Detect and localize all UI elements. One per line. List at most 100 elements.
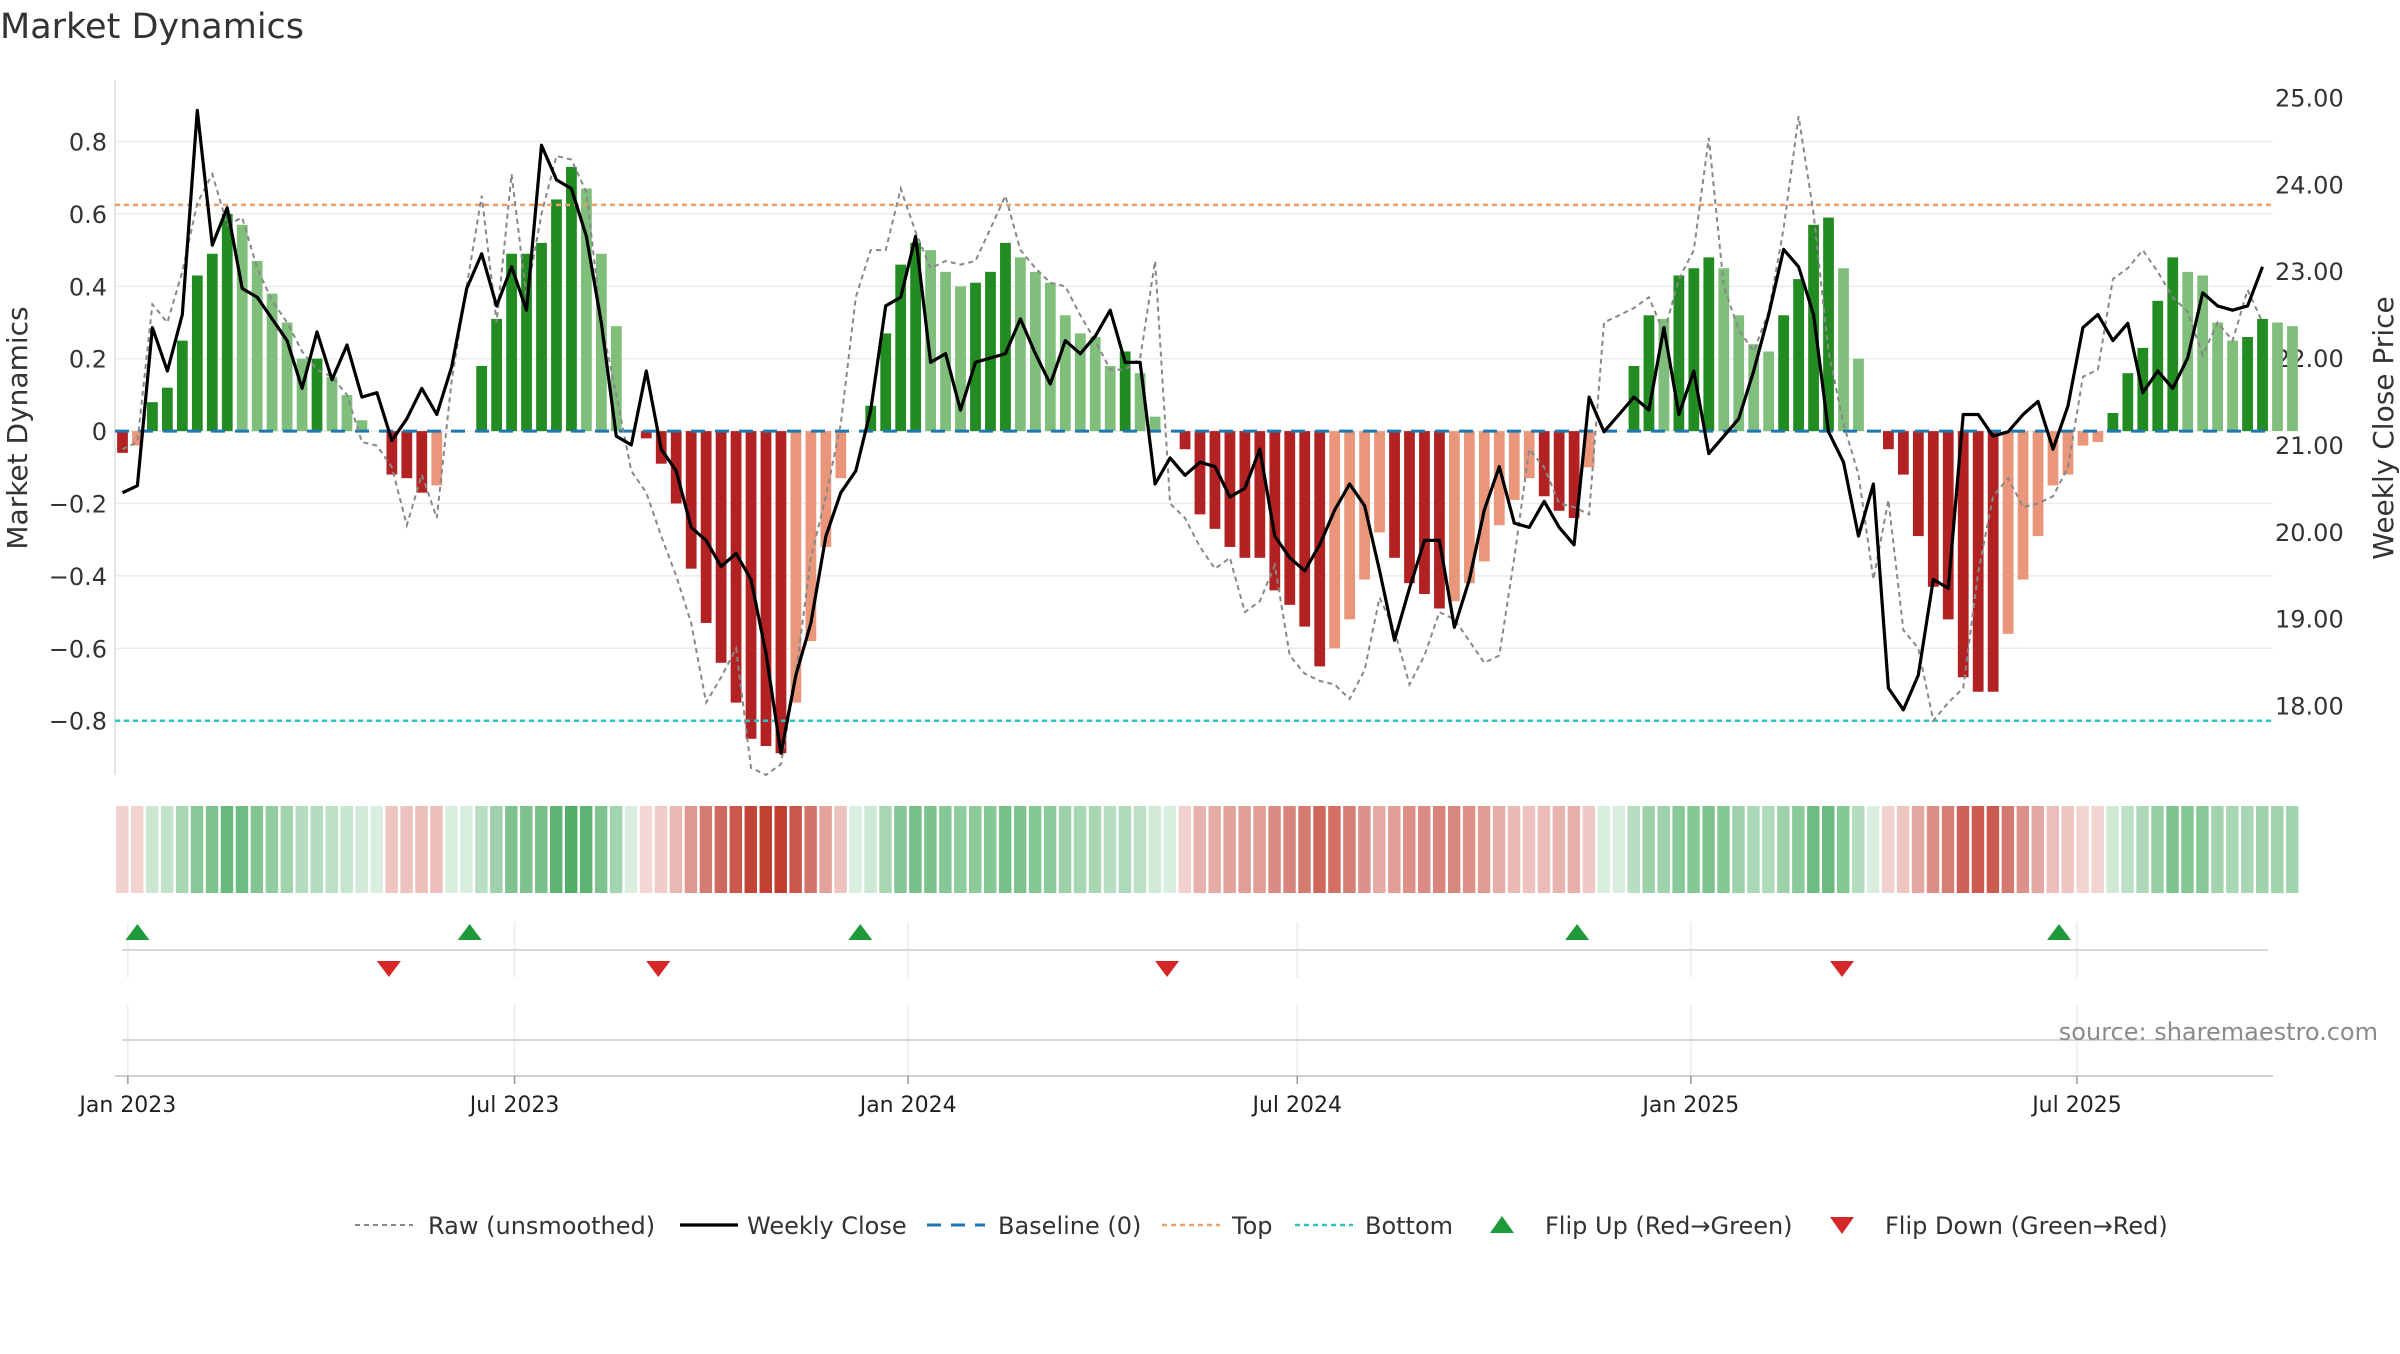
heat-cell xyxy=(1118,806,1132,893)
dynamics-bar xyxy=(865,405,877,432)
heat-cell xyxy=(1552,806,1566,893)
dynamics-bar xyxy=(1104,365,1116,432)
left-tick-label: 0.4 xyxy=(69,273,107,301)
heat-cell xyxy=(1597,806,1611,893)
heat-cell xyxy=(2285,806,2299,893)
heat-cell xyxy=(1328,806,1341,893)
heat-cell xyxy=(939,806,952,893)
heat-cell xyxy=(250,806,264,893)
heat-cell xyxy=(909,806,922,893)
dynamics-bar xyxy=(2227,340,2238,432)
heat-cell xyxy=(1343,806,1356,893)
heat-cell xyxy=(1866,806,1880,893)
dynamics-bar xyxy=(1823,217,1834,432)
left-tick-label: 0 xyxy=(92,418,107,446)
heat-cell xyxy=(1956,806,1970,893)
x-tick-label: Jan 2025 xyxy=(1640,1093,1739,1118)
dynamics-bar xyxy=(970,282,981,432)
heat-cell xyxy=(1238,806,1251,893)
dynamics-bar xyxy=(1957,431,1969,678)
heat-cell xyxy=(535,806,548,893)
heat-cell xyxy=(205,806,219,893)
heat-cell xyxy=(684,806,698,893)
heat-cell xyxy=(430,806,443,893)
dynamics-bar xyxy=(1389,431,1400,558)
heat-cell xyxy=(998,806,1012,893)
heat-cell xyxy=(1687,806,1700,893)
heat-cell xyxy=(954,806,967,893)
heat-cell xyxy=(669,806,683,893)
dynamics-bar xyxy=(925,250,936,432)
dynamics-bar xyxy=(1269,431,1281,591)
dynamics-bar xyxy=(1449,431,1460,602)
dynamics-bar xyxy=(1000,242,1011,432)
dynamics-bar xyxy=(1568,431,1580,518)
legend-swatch-flipup xyxy=(1490,1216,1514,1233)
dynamics-bar xyxy=(2092,431,2104,442)
heat-cell xyxy=(1358,806,1371,893)
heat-cell xyxy=(2271,806,2284,893)
heat-cell xyxy=(549,806,563,893)
x-tick-label: Jul 2024 xyxy=(1250,1093,1342,1118)
heat-cell xyxy=(520,806,533,893)
heat-cell xyxy=(894,806,907,893)
heat-cell xyxy=(1792,806,1805,893)
x-tick-label: Jul 2025 xyxy=(2030,1093,2122,1118)
regime-heat-strip xyxy=(116,806,2299,893)
heat-cell xyxy=(924,806,937,893)
dynamics-bar xyxy=(775,431,787,754)
heat-cell xyxy=(1881,806,1895,893)
dynamics-bar xyxy=(536,242,547,432)
dynamics-bar xyxy=(206,253,218,432)
flip-up-marker xyxy=(457,924,482,940)
heat-cell xyxy=(2256,806,2269,893)
heat-cell xyxy=(1567,806,1581,893)
dynamics-bar xyxy=(491,318,503,432)
dynamics-bar xyxy=(1808,224,1819,432)
heat-cell xyxy=(1807,806,1820,893)
dynamics-bar xyxy=(1763,351,1775,432)
flip-down-marker xyxy=(376,961,401,977)
left-axis-label: Market Dynamics xyxy=(1,306,34,549)
heat-cell xyxy=(2226,806,2239,893)
heat-cell xyxy=(654,806,668,893)
heat-cell xyxy=(609,806,623,893)
dynamics-bar xyxy=(2272,322,2283,432)
heat-cell xyxy=(1477,806,1491,893)
x-tick-label: Jan 2023 xyxy=(77,1093,176,1118)
heat-cell xyxy=(1672,806,1685,893)
dynamics-bar xyxy=(236,224,248,432)
dynamics-bar xyxy=(1434,431,1445,609)
heat-cell xyxy=(460,806,473,893)
heat-cell xyxy=(2151,806,2164,893)
heat-cell xyxy=(864,806,877,893)
flip-down-marker xyxy=(1155,961,1180,977)
heat-cell xyxy=(1522,806,1536,893)
heat-cell xyxy=(1627,806,1640,893)
heat-cell xyxy=(879,806,892,893)
dynamics-bar xyxy=(2017,431,2029,580)
legend: Raw (unsmoothed) Weekly Close Baseline (0)… xyxy=(355,1212,2168,1240)
heat-cell xyxy=(1178,806,1192,893)
dynamics-bar xyxy=(2152,300,2164,432)
heat-cell xyxy=(415,806,428,893)
heat-cell xyxy=(1088,806,1102,893)
dynamics-bar xyxy=(685,431,697,569)
dynamics-bar xyxy=(1853,358,1864,432)
heat-cell xyxy=(1702,806,1715,893)
dynamics-bar xyxy=(1553,431,1565,511)
dynamics-bar xyxy=(895,264,907,432)
heat-cell xyxy=(1447,806,1461,893)
dynamics-bar xyxy=(595,253,607,432)
dynamics-bar xyxy=(1643,315,1655,432)
heat-cell xyxy=(1911,806,1925,893)
dynamics-bar xyxy=(1987,431,1999,692)
heat-cell xyxy=(130,806,144,893)
flip-up-marker xyxy=(848,924,873,940)
dynamics-bar xyxy=(431,431,443,486)
dynamics-bar xyxy=(1897,431,1909,475)
left-tick-label: −0.4 xyxy=(49,563,107,591)
dynamics-bar xyxy=(1074,333,1086,432)
grid-lines xyxy=(115,140,2273,722)
dynamics-bar xyxy=(1419,431,1430,595)
